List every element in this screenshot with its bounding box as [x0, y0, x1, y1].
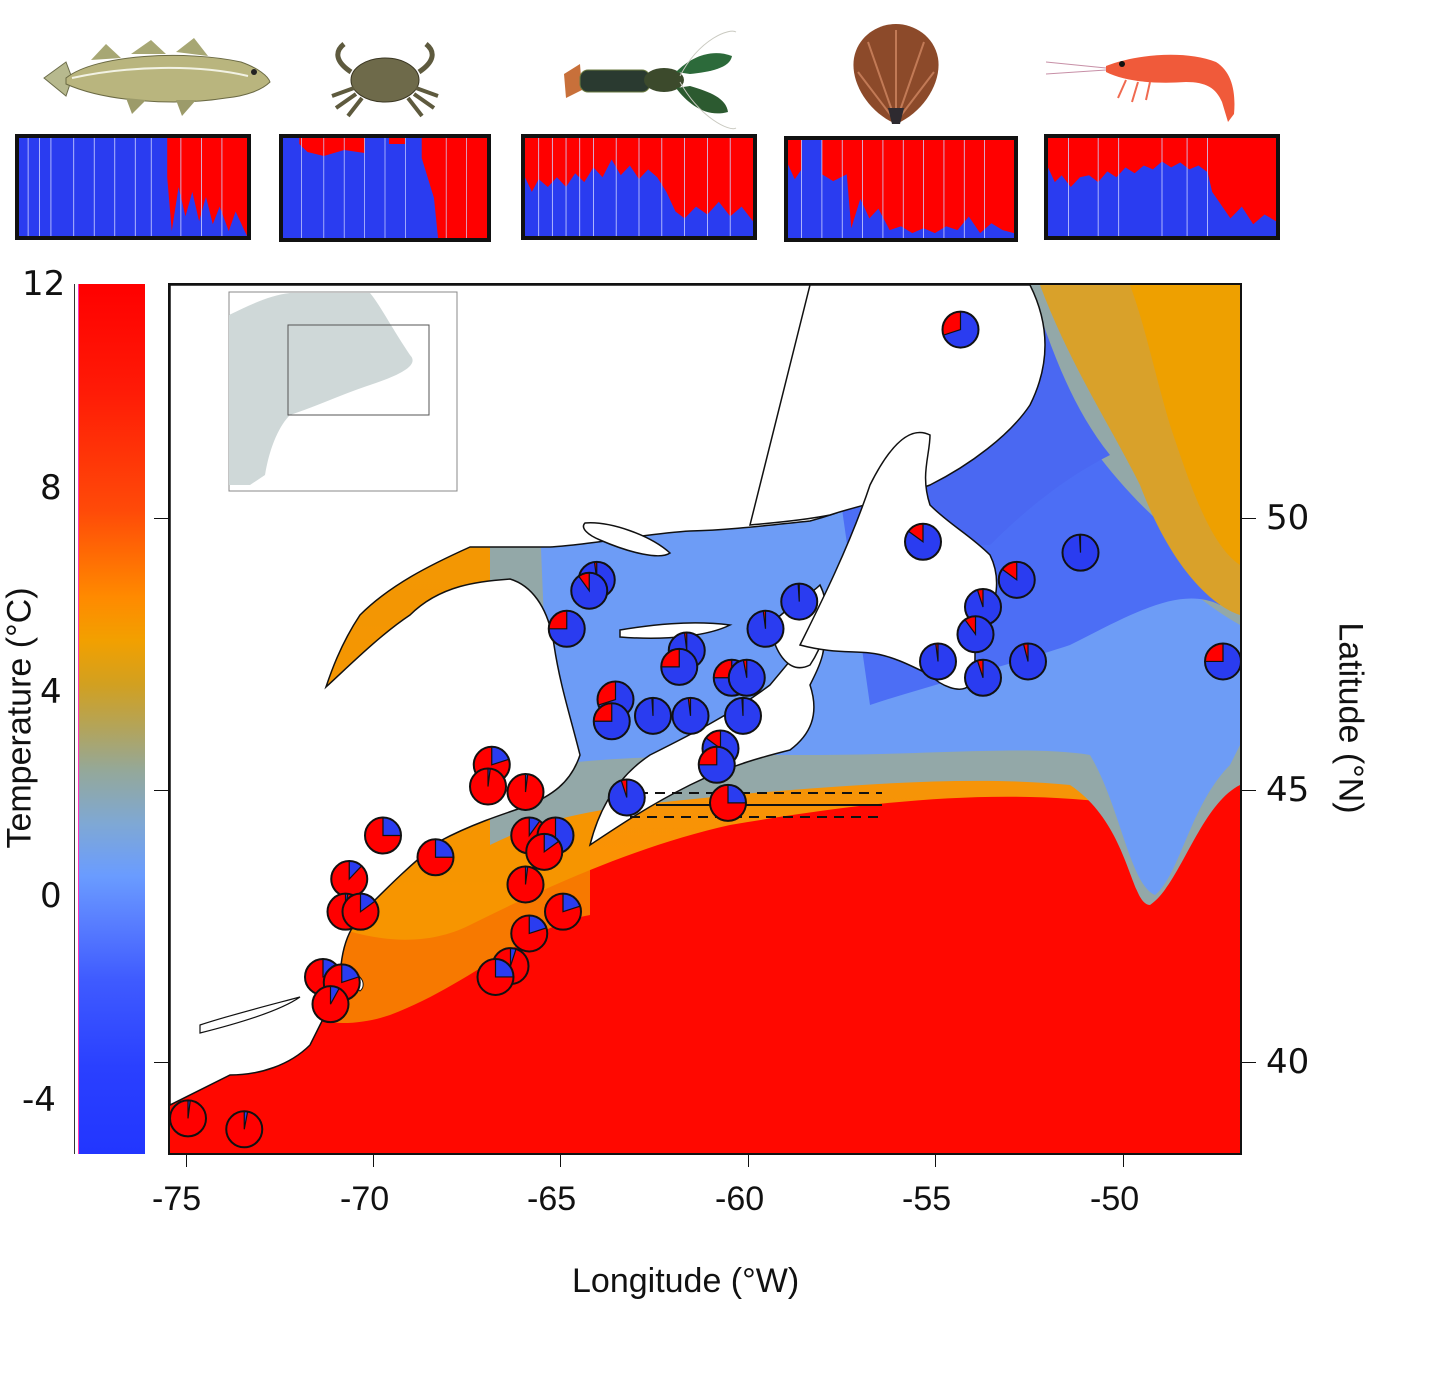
x-tick-70: -70	[340, 1180, 390, 1218]
right-y-ticks	[1242, 0, 1256, 1200]
site-pie	[547, 609, 586, 648]
site-pie	[746, 609, 785, 648]
site-pie	[525, 832, 564, 871]
site-pie	[1204, 642, 1240, 681]
inset-map	[228, 291, 458, 492]
sea-temperature-map	[170, 285, 1240, 1153]
site-pie	[964, 658, 1002, 697]
colorbar-tick-12: 12	[22, 264, 66, 304]
structure-plot-lobster	[521, 134, 757, 240]
colorbar-title: Temperature (°C)	[0, 587, 39, 849]
site-pie	[724, 696, 762, 735]
site-pie	[570, 571, 609, 610]
y-tick-50: 50	[1266, 498, 1310, 538]
x-tick-55: -55	[902, 1180, 952, 1218]
site-pie	[416, 838, 455, 877]
site-pie	[956, 615, 995, 654]
site-pie	[170, 1099, 207, 1138]
x-tick-50: -50	[1090, 1180, 1140, 1218]
colorbar-tick-4: 4	[40, 672, 62, 712]
shrimp-icon	[1045, 42, 1246, 126]
site-pie	[919, 642, 957, 681]
site-pie	[225, 1110, 264, 1149]
structure-plot-crab	[279, 134, 491, 242]
site-pie	[1061, 533, 1100, 572]
site-pie	[341, 892, 380, 931]
site-pie	[544, 892, 582, 931]
site-pie	[476, 957, 515, 996]
y-axis-title: Latitude (°N)	[1331, 622, 1370, 814]
cod-fish-icon	[36, 36, 272, 120]
site-pie	[709, 783, 747, 822]
site-pie	[1009, 642, 1047, 681]
site-pie	[330, 860, 369, 899]
site-pie	[510, 914, 549, 953]
colorbar-tick-0: 0	[40, 876, 62, 916]
crab-icon	[326, 36, 444, 122]
site-pie	[506, 865, 545, 904]
scallop-icon	[848, 22, 944, 126]
site-pie	[506, 773, 545, 811]
site-pie	[469, 767, 507, 806]
site-pie	[941, 310, 980, 349]
map-panel	[168, 283, 1242, 1155]
left-y-ticks	[154, 0, 168, 1200]
colorbar-tick-minus4: -4	[22, 1080, 56, 1120]
structure-plot-scallop	[784, 136, 1018, 242]
site-pie	[697, 745, 736, 784]
site-pie	[997, 560, 1036, 599]
y-tick-45: 45	[1266, 770, 1310, 810]
site-pie	[780, 582, 819, 621]
site-pie	[634, 696, 672, 735]
x-tick-75: -75	[152, 1180, 202, 1218]
site-pie	[311, 985, 350, 1024]
structure-plot-shrimp	[1044, 134, 1280, 240]
site-pie	[660, 647, 699, 686]
site-pie	[904, 522, 942, 561]
x-axis-ticks	[0, 1155, 1440, 1169]
site-pie	[671, 696, 710, 735]
site-pie	[607, 778, 646, 817]
site-pie	[592, 702, 631, 741]
lobster-icon	[560, 28, 740, 132]
x-axis-title: Longitude (°W)	[572, 1262, 800, 1300]
site-pie	[364, 816, 402, 855]
x-tick-60: -60	[715, 1180, 765, 1218]
site-pie-charts	[170, 310, 1240, 1149]
structure-plot-cod	[15, 134, 251, 240]
colorbar-tick-8: 8	[40, 468, 62, 508]
temperature-colorbar	[78, 284, 145, 1154]
site-pie	[727, 658, 766, 697]
y-tick-40: 40	[1266, 1042, 1310, 1082]
x-tick-65: -65	[527, 1180, 577, 1218]
colorbar-axis-line	[74, 284, 75, 1154]
